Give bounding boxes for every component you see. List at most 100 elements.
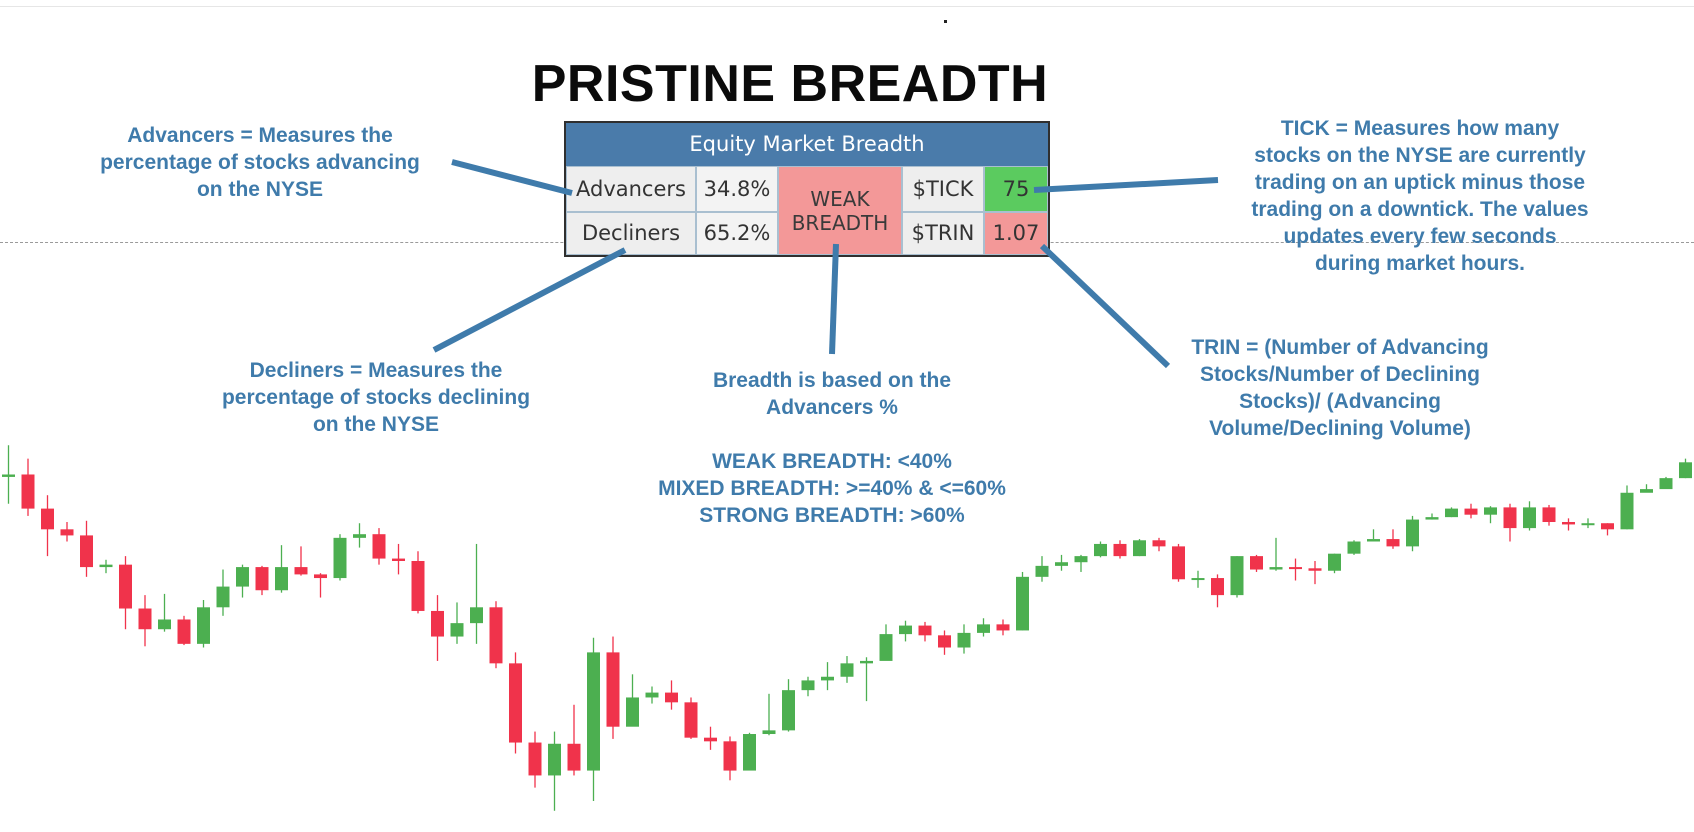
candle-body bbox=[1269, 567, 1283, 570]
candle bbox=[1445, 507, 1458, 518]
candle bbox=[1230, 556, 1244, 598]
candle-body bbox=[41, 508, 54, 530]
candle-body bbox=[1211, 578, 1224, 596]
candle-body bbox=[431, 610, 444, 637]
candle bbox=[2, 445, 15, 504]
candle-body bbox=[372, 534, 386, 559]
candle bbox=[60, 522, 74, 542]
candle-body bbox=[879, 634, 893, 661]
candle bbox=[21, 458, 35, 516]
candle bbox=[1347, 540, 1361, 555]
candle bbox=[99, 559, 113, 574]
candle-body bbox=[606, 652, 620, 727]
candle bbox=[314, 573, 327, 598]
candle bbox=[723, 736, 737, 781]
candle-body bbox=[1679, 462, 1692, 479]
candle-body bbox=[80, 535, 93, 568]
candle-body bbox=[411, 560, 425, 611]
candle-body bbox=[177, 619, 191, 644]
candle bbox=[1484, 506, 1497, 524]
candle-body bbox=[1445, 508, 1458, 518]
page-title: PRISTINE BREADTH bbox=[531, 55, 1049, 113]
candle-body bbox=[626, 697, 639, 727]
candle-body bbox=[587, 652, 600, 771]
candle-body bbox=[762, 730, 776, 735]
candle-body bbox=[216, 586, 230, 608]
candle bbox=[1308, 560, 1322, 585]
candle-body bbox=[1542, 507, 1556, 523]
candle bbox=[41, 495, 54, 557]
candle-body bbox=[801, 680, 815, 691]
candle-body bbox=[1640, 489, 1653, 493]
cursor-dot bbox=[944, 20, 947, 23]
tick-label: $TICK bbox=[902, 166, 984, 212]
candle-body bbox=[489, 607, 503, 664]
candle bbox=[782, 679, 795, 732]
candle bbox=[977, 618, 990, 637]
candle bbox=[1425, 513, 1439, 520]
candle-body bbox=[1367, 539, 1380, 542]
candle-body bbox=[1464, 508, 1478, 515]
candle-body bbox=[528, 742, 542, 776]
breadth-annotation: Breadth is based on the Advancers % WEAK… bbox=[658, 369, 1006, 527]
candle bbox=[1562, 518, 1575, 531]
candle-body bbox=[1250, 556, 1263, 570]
candle-body bbox=[1484, 507, 1497, 515]
candle bbox=[548, 731, 561, 811]
breadth-status-badge: WEAK BREADTH bbox=[778, 166, 902, 255]
candle bbox=[918, 621, 932, 642]
candle bbox=[1152, 537, 1166, 552]
candle-body bbox=[333, 537, 347, 579]
candle bbox=[1328, 553, 1341, 574]
candle-body bbox=[1601, 523, 1614, 530]
tick-annotation: TICK = Measures how many stocks on the N… bbox=[1251, 117, 1589, 275]
candle-body bbox=[2, 474, 15, 477]
candle bbox=[1035, 556, 1049, 582]
candle-body bbox=[1172, 546, 1185, 580]
candle bbox=[1133, 539, 1146, 557]
candle bbox=[1074, 554, 1088, 572]
candle bbox=[684, 697, 698, 739]
decliners-label: Decliners bbox=[566, 212, 696, 255]
candle bbox=[821, 662, 834, 691]
candle bbox=[704, 726, 717, 750]
candle-body bbox=[684, 702, 698, 738]
candle bbox=[587, 637, 600, 802]
candle-body bbox=[899, 625, 912, 635]
candle-body bbox=[1523, 507, 1536, 529]
candle bbox=[294, 546, 308, 576]
candle bbox=[1581, 518, 1595, 529]
candle bbox=[1620, 485, 1634, 530]
candle-body bbox=[938, 635, 951, 648]
candle bbox=[665, 680, 678, 710]
candle-body bbox=[860, 660, 873, 664]
decliners-value: 65.2% bbox=[696, 212, 778, 255]
equity-market-breadth-widget: Equity Market Breadth Advancers 34.8% De… bbox=[564, 121, 1050, 257]
candle bbox=[1503, 503, 1517, 542]
candle-body bbox=[1230, 556, 1244, 596]
candle-body bbox=[548, 743, 561, 776]
candle bbox=[255, 565, 269, 596]
candle bbox=[860, 657, 873, 702]
candle-body bbox=[509, 663, 522, 743]
candle-body bbox=[1620, 492, 1634, 530]
candle-body bbox=[1581, 523, 1595, 526]
candle bbox=[197, 599, 210, 648]
candle bbox=[275, 545, 288, 593]
candle-body bbox=[567, 743, 581, 771]
candle bbox=[840, 656, 854, 683]
candle-body bbox=[840, 663, 854, 677]
candle-body bbox=[1289, 567, 1302, 570]
candle bbox=[899, 620, 912, 642]
candle-body bbox=[1113, 543, 1127, 557]
candle-body bbox=[1055, 562, 1068, 566]
candle-body bbox=[353, 534, 366, 538]
candle bbox=[567, 704, 581, 776]
candle bbox=[1055, 554, 1068, 571]
candle-body bbox=[743, 734, 756, 771]
candle bbox=[1016, 571, 1029, 631]
candle bbox=[1094, 541, 1107, 558]
candle-body bbox=[957, 632, 971, 648]
candle bbox=[1523, 501, 1536, 531]
candle bbox=[353, 523, 366, 548]
